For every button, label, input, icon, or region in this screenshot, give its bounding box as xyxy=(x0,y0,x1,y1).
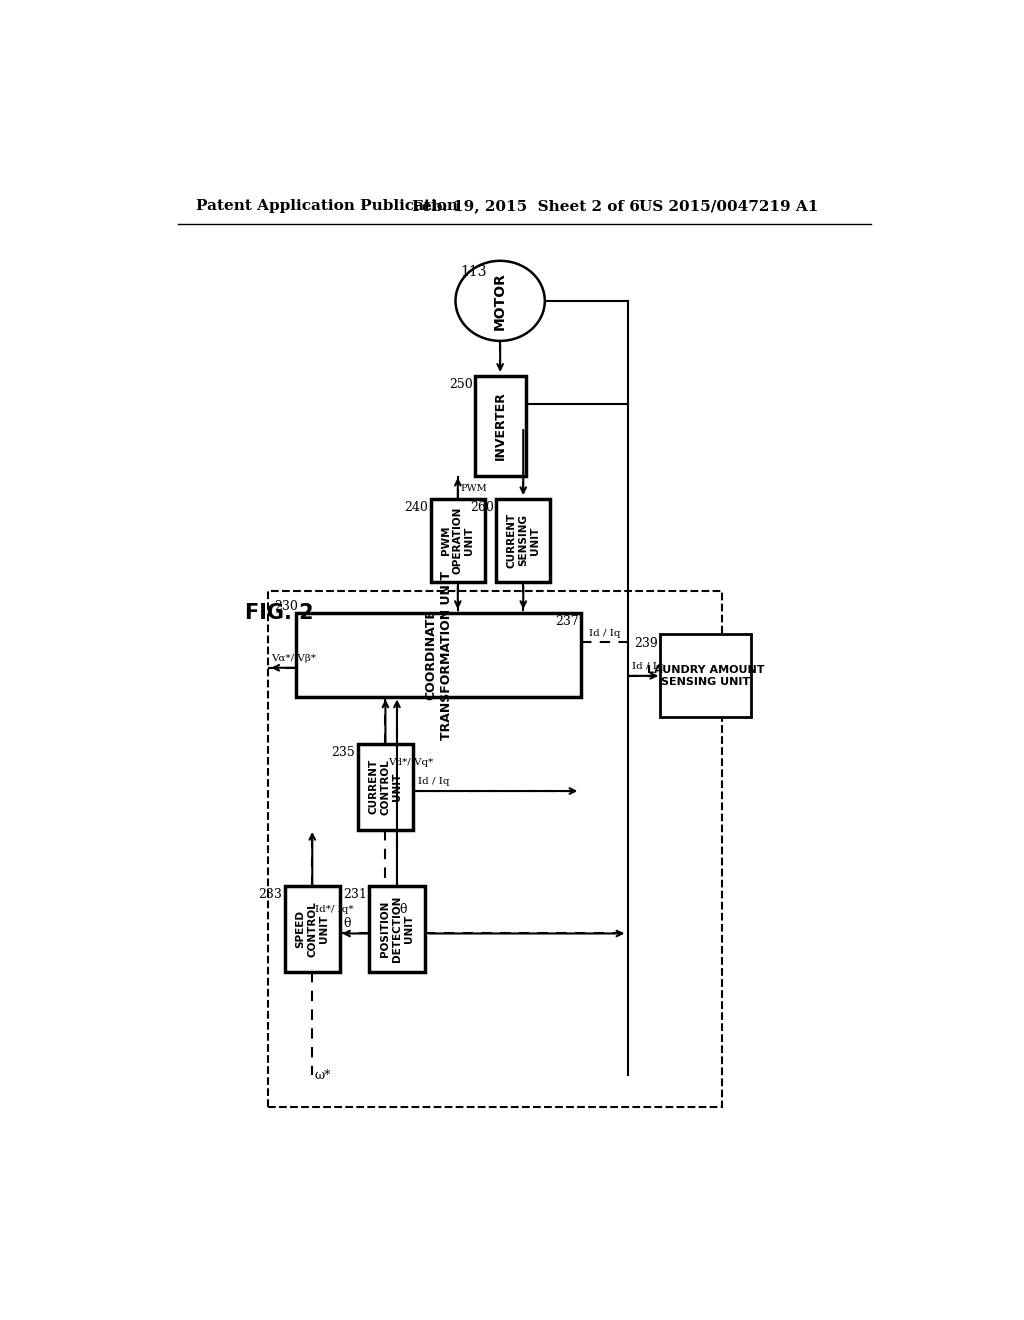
Text: Patent Application Publication: Patent Application Publication xyxy=(196,199,458,213)
Text: Vα*/ Vβ*: Vα*/ Vβ* xyxy=(271,655,316,663)
Text: LAUNDRY AMOUNT
SENSING UNIT: LAUNDRY AMOUNT SENSING UNIT xyxy=(647,665,765,686)
Text: 260: 260 xyxy=(470,502,494,513)
Text: Feb. 19, 2015  Sheet 2 of 6: Feb. 19, 2015 Sheet 2 of 6 xyxy=(412,199,639,213)
Bar xyxy=(497,499,550,582)
Bar xyxy=(296,612,581,697)
Text: 230: 230 xyxy=(273,601,298,614)
Text: 239: 239 xyxy=(634,636,658,649)
Text: ω*: ω* xyxy=(314,1069,331,1081)
Text: θ: θ xyxy=(343,916,350,929)
Bar xyxy=(370,886,425,973)
Text: COORDINATE
TRANSFORMATION UNIT: COORDINATE TRANSFORMATION UNIT xyxy=(425,570,453,739)
Text: 250: 250 xyxy=(449,378,472,391)
Text: PWM
OPERATION
UNIT: PWM OPERATION UNIT xyxy=(441,507,474,574)
Text: θ: θ xyxy=(399,903,407,916)
Bar xyxy=(285,886,340,973)
Text: Id / Iq: Id / Iq xyxy=(632,663,664,671)
Text: FIG. 2: FIG. 2 xyxy=(245,603,313,623)
Bar xyxy=(431,499,484,582)
Text: 235: 235 xyxy=(332,746,355,759)
Text: Vd*/ Vq*: Vd*/ Vq* xyxy=(388,759,434,767)
Text: INVERTER: INVERTER xyxy=(494,391,507,461)
Text: US 2015/0047219 A1: US 2015/0047219 A1 xyxy=(639,199,818,213)
Bar xyxy=(357,743,413,830)
Text: PWM: PWM xyxy=(460,483,486,492)
Text: 113: 113 xyxy=(460,265,486,280)
Bar xyxy=(267,591,722,1107)
Text: 240: 240 xyxy=(404,502,429,513)
Bar xyxy=(660,635,752,718)
Text: CURRENT
SENSING
UNIT: CURRENT SENSING UNIT xyxy=(507,512,540,568)
Text: Id / Iq: Id / Iq xyxy=(589,628,621,638)
Text: 231: 231 xyxy=(343,888,367,902)
Bar xyxy=(475,376,525,475)
Text: SPEED
CONTROL
UNIT: SPEED CONTROL UNIT xyxy=(296,902,329,957)
Text: CURRENT
CONTROL
UNIT: CURRENT CONTROL UNIT xyxy=(369,759,402,814)
Text: 233: 233 xyxy=(258,888,283,902)
Ellipse shape xyxy=(456,261,545,341)
Text: Id*/ Iq*: Id*/ Iq* xyxy=(314,904,353,913)
Text: POSITION
DETECTION
UNIT: POSITION DETECTION UNIT xyxy=(380,896,414,962)
Text: MOTOR: MOTOR xyxy=(494,272,507,330)
Text: 237: 237 xyxy=(555,615,579,628)
Text: Id / Iq: Id / Iq xyxy=(418,777,450,787)
